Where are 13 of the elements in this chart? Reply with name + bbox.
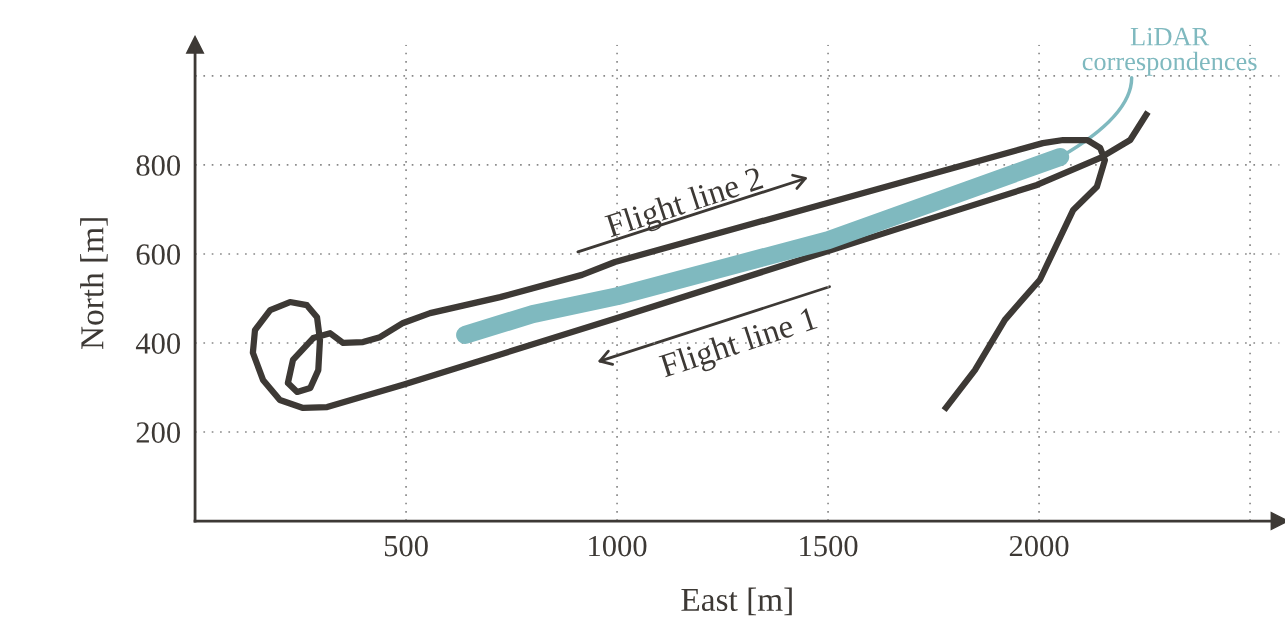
x-tick-label: 1500 bbox=[800, 535, 858, 557]
annotation: Flight line 2 bbox=[604, 165, 766, 245]
x-tick-label: 1000 bbox=[589, 535, 647, 557]
x-tick-label: 2000 bbox=[1009, 535, 1069, 557]
annotation: Flight line 1 bbox=[658, 305, 820, 385]
x-axis-title: East [m] bbox=[681, 587, 792, 616]
text: LiDAR correspondences bbox=[1082, 27, 1257, 76]
x-tick-label: 500 bbox=[384, 535, 428, 557]
y-tick-label: 400 bbox=[135, 333, 181, 354]
y-axis-title: North [m] bbox=[80, 218, 108, 350]
y-tick-label: 800 bbox=[136, 155, 181, 176]
y-tick-label: 600 bbox=[136, 244, 181, 265]
y-tick-label: 200 bbox=[136, 422, 181, 443]
